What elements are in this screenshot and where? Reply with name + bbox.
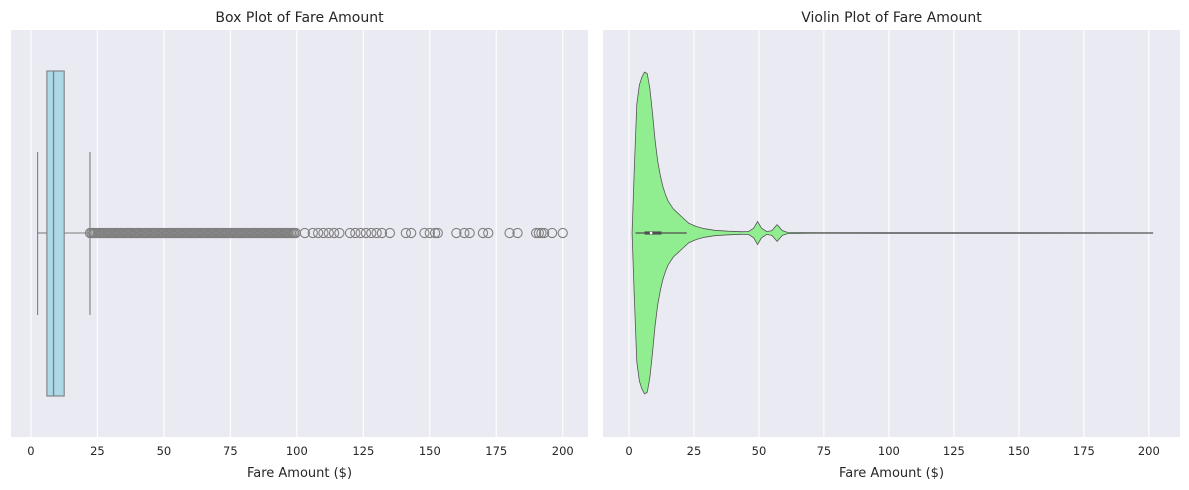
box-plot-outlier-point [419, 227, 430, 239]
box-plot-outlier-point [307, 227, 318, 239]
box-plot-x-tick-label-125: 125 [352, 444, 374, 458]
violin-plot-x-tick-label-50: 50 [752, 444, 767, 458]
box-plot-x-tick-label-25: 25 [90, 444, 105, 458]
box-plot-outlier-point [299, 227, 310, 239]
violin-plot-x-tick-label-25: 25 [687, 444, 702, 458]
box-plot-x-tick-labels: 0 25 50 75 100 125 150 175 200 [27, 444, 573, 458]
violin-body [631, 71, 1154, 395]
box-plot-outlier-point [406, 227, 417, 239]
box-plot-outlier-point [376, 227, 388, 239]
box-plot-x-tick-label-150: 150 [419, 444, 441, 458]
violin-plot-marks [631, 71, 1154, 395]
violin-plot-x-tick-label-200: 200 [1138, 444, 1160, 458]
box-plot-outlier-point [400, 227, 412, 239]
box-plot-x-tick-label-75: 75 [223, 444, 238, 458]
box-plot-outlier-point [459, 227, 470, 239]
box-plot-panel: 0 25 50 75 100 125 150 175 200 Box Plot of Fare … [11, 10, 588, 481]
box-plot-outlier-point [323, 227, 334, 239]
box-plot-outliers [84, 227, 568, 239]
box-plot-outlier-point [344, 227, 356, 239]
box-plot-outlier-point [371, 227, 382, 239]
box-plot-outlier-point [334, 227, 345, 239]
box-plot-outlier-point [483, 227, 494, 239]
box-plot-outlier-point [477, 227, 489, 239]
box-plot-outlier-point [546, 227, 558, 239]
box-plot-outlier-point [429, 227, 441, 239]
box-plot-marks [37, 70, 568, 397]
box-plot-outlier-point [536, 227, 547, 239]
violin-plot-x-tick-label-150: 150 [1008, 444, 1030, 458]
box-plot-outlier-point [530, 227, 542, 239]
box-plot-outlier-point [384, 227, 396, 239]
box-plot-outlier-point [355, 227, 366, 239]
box-plot-x-tick-label-200: 200 [552, 444, 574, 458]
box-plot-x-tick-label-50: 50 [157, 444, 172, 458]
box-plot-outlier-point [512, 227, 523, 239]
box-plot-outlier-point [328, 227, 340, 239]
box-plot-outlier-point [350, 227, 361, 239]
violin-plot-panel: 0 25 50 75 100 125 150 175 200 Violin Plot of Fa… [603, 10, 1180, 481]
box-plot-outlier-point [464, 227, 475, 239]
box-plot-outlier-point [312, 227, 324, 239]
violin-plot-x-tick-label-0: 0 [625, 444, 632, 458]
violin-plot-x-tick-label-125: 125 [943, 444, 965, 458]
violin-plot-x-tick-label-175: 175 [1073, 444, 1095, 458]
box-plot-outlier-point [360, 227, 372, 239]
box-plot-outlier-point [538, 227, 550, 239]
box-plot-outlier-point [557, 227, 568, 239]
box-plot-x-tick-label-100: 100 [286, 444, 308, 458]
box-plot-outlier-point [366, 227, 377, 239]
box-plot-x-tick-label-0: 0 [27, 444, 34, 458]
violin-plot-x-tick-label-100: 100 [878, 444, 900, 458]
box-plot-outlier-point [432, 227, 443, 239]
box-plot-outlier-point [318, 227, 329, 239]
box-plot-outlier-point [533, 227, 544, 239]
violin-plot-x-tick-labels: 0 25 50 75 100 125 150 175 200 [625, 444, 1159, 458]
box-plot-outlier-point [504, 227, 515, 239]
box-plot-title: Box Plot of Fare Amount [215, 10, 384, 26]
box-plot-x-tick-label-175: 175 [485, 444, 507, 458]
box-plot-outlier-point [451, 227, 462, 239]
violin-median-marker [649, 231, 653, 235]
box-plot-outlier-point [424, 227, 435, 239]
violin-inner-box [644, 231, 662, 235]
box-plot-x-axis-label: Fare Amount ($) [247, 466, 352, 481]
violin-plot-title: Violin Plot of Fare Amount [801, 10, 982, 26]
violin-plot-x-tick-label-75: 75 [817, 444, 832, 458]
box-plot-iqr-box [46, 70, 65, 397]
violin-plot-x-axis-label: Fare Amount ($) [839, 466, 944, 481]
